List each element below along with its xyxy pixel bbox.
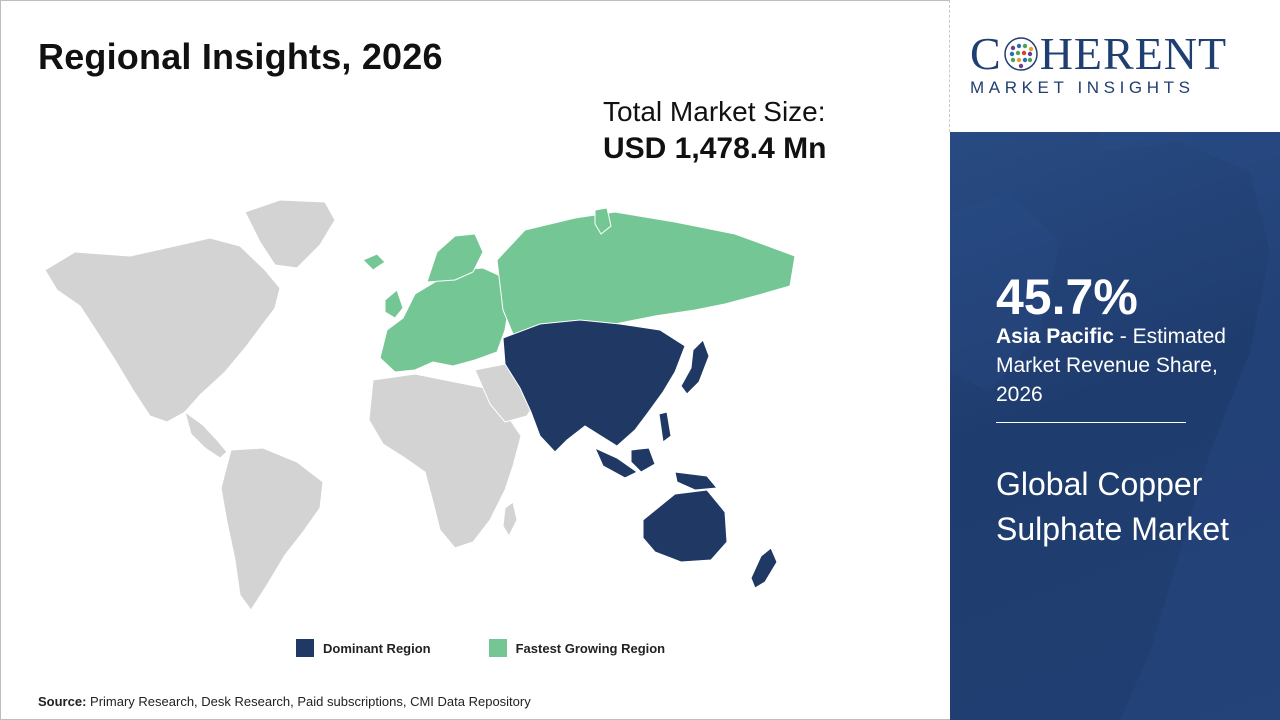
market-share-description: Asia Pacific - Estimated Market Revenue … [996, 322, 1246, 409]
dominant-region-name: Asia Pacific [996, 325, 1114, 348]
source-note: Source: Primary Research, Desk Research,… [38, 694, 531, 709]
market-size-label: Total Market Size: [603, 96, 826, 127]
regional-insights-panel: Regional Insights, 2026 Total Market Siz… [38, 36, 827, 709]
legend-label-fastest-growing: Fastest Growing Region [515, 640, 666, 656]
new-zealand-landmass [750, 547, 778, 589]
panel-divider [949, 0, 950, 132]
market-name: Global Copper Sulphate Market [996, 466, 1230, 547]
logo-globe-icon [1003, 37, 1038, 71]
highlight-panel: 45.7% Asia Pacific - Estimated Market Re… [950, 132, 1280, 720]
iceland-landmass [362, 253, 386, 271]
europe-landmass [379, 267, 511, 373]
borneo-landmass [630, 447, 656, 473]
brand-logo: C HERENT MARKET INSIGHTS [950, 0, 1280, 132]
novaya-zemlya-landmass [594, 207, 612, 235]
panel-map-texture [950, 132, 1280, 720]
legend-label-dominant: Dominant Region [323, 640, 431, 656]
world-map [44, 199, 796, 611]
greenland-landmass [244, 199, 336, 269]
legend-item-fastest-growing: Fastest Growing Region [488, 639, 666, 657]
legend-swatch-dominant [296, 639, 314, 657]
scandinavia-landmass [426, 233, 484, 283]
north-america-landmass [44, 237, 281, 423]
asia-pacific-landmass [502, 319, 686, 453]
dominant-region-shape [502, 319, 778, 589]
logo-wordmark: C HERENT [970, 30, 1227, 78]
market-size-value: USD 1,478.4 Mn [603, 132, 827, 165]
indonesia-landmass [594, 447, 638, 479]
russia-landmass [496, 211, 796, 339]
philippines-landmass [658, 411, 672, 443]
legend-item-dominant: Dominant Region [296, 639, 431, 657]
map-legend: Dominant Region Fastest Growing Region [296, 638, 723, 658]
japan-landmass [680, 339, 710, 395]
australia-landmass [642, 489, 728, 563]
africa-landmass [368, 373, 522, 549]
central-america-landmass [184, 410, 228, 459]
source-text: Primary Research, Desk Research, Paid su… [86, 694, 531, 709]
page-title: Regional Insights, 2026 [38, 36, 443, 77]
madagascar-landmass [502, 501, 518, 538]
market-share-caption: - Estimated Market Revenue Share, 2026 [996, 325, 1226, 406]
market-share-value: 45.7% [996, 269, 1138, 325]
panel-rule [996, 422, 1186, 423]
south-america-landmass [220, 447, 324, 611]
logo-letter-c: C [970, 28, 1002, 79]
british-isles-landmass [384, 289, 404, 319]
base-landmass [44, 199, 541, 611]
new-guinea-landmass [674, 471, 718, 491]
logo-tagline: MARKET INSIGHTS [970, 78, 1195, 97]
logo-letters-herent: HERENT [1039, 28, 1228, 79]
source-label: Source: [38, 694, 87, 709]
legend-swatch-fastest-growing [488, 639, 507, 657]
